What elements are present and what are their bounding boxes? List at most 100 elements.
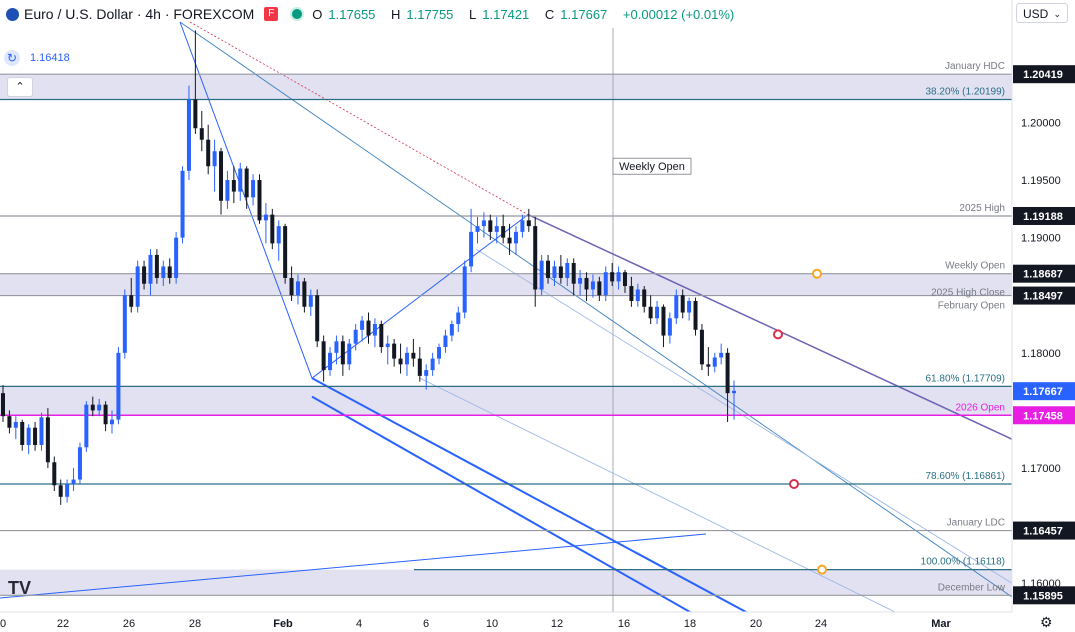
candle bbox=[494, 216, 499, 244]
candle-body bbox=[404, 352, 409, 365]
candle-body bbox=[693, 300, 698, 330]
candle-body bbox=[65, 484, 70, 497]
long-term-trend-line bbox=[0, 533, 707, 599]
candle-body bbox=[392, 343, 397, 359]
candle bbox=[648, 295, 653, 325]
candle bbox=[379, 320, 384, 353]
candle-body bbox=[494, 226, 499, 232]
candle-body bbox=[712, 357, 717, 367]
candle bbox=[353, 324, 358, 351]
candle-body bbox=[289, 277, 294, 296]
high-label: H bbox=[391, 6, 401, 22]
resistance-channel-line bbox=[527, 213, 1013, 440]
candle bbox=[52, 456, 57, 492]
candle bbox=[501, 214, 506, 244]
candle bbox=[135, 260, 140, 313]
y-tick-label: 1.19000 bbox=[1021, 233, 1061, 245]
candle bbox=[437, 343, 442, 365]
light-channel-line bbox=[475, 248, 1013, 584]
candle-body bbox=[13, 421, 18, 428]
red-target-marker bbox=[789, 479, 799, 490]
candle bbox=[71, 468, 76, 492]
x-tick-label: Feb bbox=[273, 618, 293, 630]
collapse-legend-button[interactable]: ⌃ bbox=[7, 77, 33, 97]
candle bbox=[372, 318, 377, 348]
level-label-december-low: December Low bbox=[938, 582, 1006, 593]
candle-body bbox=[437, 347, 442, 359]
candle bbox=[456, 306, 461, 333]
candle bbox=[283, 223, 288, 284]
annotation-box bbox=[612, 157, 692, 175]
candle-body bbox=[122, 295, 127, 353]
indicator-value: 1.16418 bbox=[30, 52, 70, 64]
candle-body bbox=[558, 266, 563, 278]
candle-body bbox=[39, 417, 44, 445]
indicator-row[interactable]: ↻ 1.16418 bbox=[4, 50, 70, 66]
candle-body bbox=[456, 312, 461, 325]
red-target-marker bbox=[773, 329, 783, 340]
candle bbox=[366, 312, 371, 344]
candle bbox=[238, 162, 243, 201]
candle bbox=[347, 339, 352, 371]
candle bbox=[712, 352, 717, 373]
candle bbox=[417, 347, 422, 382]
price-label-bg bbox=[1013, 586, 1075, 605]
currency-select[interactable]: USD ⌄ bbox=[1016, 3, 1068, 23]
y-tick-label: 1.19500 bbox=[1021, 175, 1061, 187]
candle bbox=[45, 408, 50, 469]
level-label-78-60-1-16861: 78.60% (1.16861) bbox=[925, 471, 1005, 482]
candle bbox=[443, 329, 448, 353]
price-label-dark: 1.18687 bbox=[1023, 269, 1063, 281]
level-label-100-00-1-16118: 100.00% (1.16118) bbox=[921, 557, 1005, 568]
orange-target-marker bbox=[817, 564, 827, 575]
zone-band bbox=[0, 273, 1012, 296]
orange-target-marker bbox=[812, 268, 822, 279]
gear-icon[interactable]: ⚙ bbox=[1040, 614, 1053, 630]
candle-body bbox=[263, 214, 268, 221]
candle-body bbox=[231, 180, 236, 192]
candle-body bbox=[366, 320, 371, 336]
tradingview-logo: TV bbox=[8, 578, 31, 598]
candle bbox=[667, 312, 672, 344]
candle-body bbox=[616, 272, 621, 282]
x-tick-label: 22 bbox=[57, 618, 69, 630]
candle-body bbox=[565, 262, 570, 278]
candle-body bbox=[77, 447, 82, 480]
candle-body bbox=[578, 277, 583, 284]
candle-body bbox=[725, 352, 730, 394]
candle-body bbox=[539, 260, 544, 290]
candle-body bbox=[167, 266, 172, 278]
price-label-dark: 1.19188 bbox=[1023, 211, 1063, 223]
candle-body bbox=[199, 128, 204, 140]
candle-body bbox=[417, 358, 422, 376]
price-label-dark: 1.20419 bbox=[1023, 69, 1063, 81]
candle bbox=[539, 254, 544, 296]
candle-body bbox=[687, 300, 692, 313]
broker-badge: F bbox=[264, 7, 279, 21]
candle-body bbox=[219, 151, 224, 201]
candle-body bbox=[635, 289, 640, 301]
candle bbox=[385, 335, 390, 365]
close-value: 1.17667 bbox=[560, 6, 608, 22]
candle-body bbox=[597, 281, 602, 296]
level-label-january-ldc: January LDC bbox=[947, 518, 1005, 529]
zone-band bbox=[0, 74, 1012, 100]
candle bbox=[520, 214, 525, 238]
candle-body bbox=[308, 295, 313, 307]
candle-body bbox=[45, 417, 50, 463]
candle bbox=[110, 410, 115, 434]
candle-body bbox=[674, 295, 679, 319]
candle bbox=[328, 347, 333, 376]
candle bbox=[603, 266, 608, 301]
refresh-icon[interactable]: ↻ bbox=[4, 50, 20, 66]
candle bbox=[533, 216, 538, 307]
candle bbox=[33, 421, 38, 451]
candle bbox=[661, 304, 666, 348]
symbol-title[interactable]: Euro / U.S. Dollar · 4h · FOREXCOM bbox=[24, 6, 255, 22]
candle bbox=[20, 419, 25, 451]
candle-body bbox=[257, 180, 262, 221]
candle-body bbox=[295, 281, 300, 296]
candle bbox=[231, 166, 236, 204]
candle-body bbox=[552, 266, 557, 278]
